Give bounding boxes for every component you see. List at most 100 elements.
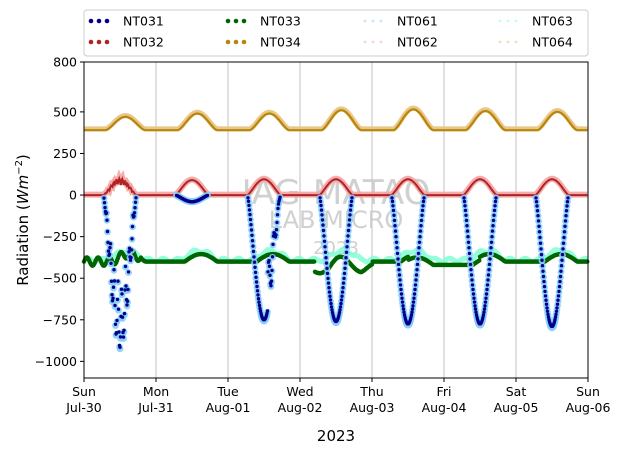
data-point: [123, 288, 127, 292]
x-tick-label-day: Sun: [72, 384, 96, 399]
y-axis-label: Radiation (Wm−2): [14, 154, 32, 286]
legend-item-nt031: NT031: [88, 14, 164, 29]
data-point: [490, 235, 494, 239]
data-point: [253, 265, 257, 269]
x-tick-label-date: Aug-05: [494, 400, 539, 415]
data-point: [565, 200, 570, 204]
data-point: [344, 256, 348, 260]
data-point: [108, 242, 113, 246]
series-line-nt032: [84, 175, 588, 197]
data-point: [105, 229, 110, 234]
legend-marker: [225, 39, 231, 45]
data-point: [399, 292, 404, 296]
data-point: [340, 294, 344, 298]
data-point: [401, 304, 405, 308]
data-point: [125, 303, 129, 307]
legend-marker: [363, 40, 367, 44]
data-point: [276, 202, 281, 206]
x-tick-label-date: Aug-04: [422, 400, 467, 415]
data-point: [397, 268, 401, 272]
data-point: [275, 220, 279, 225]
data-point: [562, 230, 567, 234]
data-point: [321, 223, 325, 227]
y-tick-label: −750: [43, 312, 77, 327]
data-point: [348, 208, 353, 212]
data-point: [560, 252, 565, 257]
legend-item-nt061: NT061: [363, 14, 438, 29]
data-point: [112, 268, 116, 272]
data-point: [414, 273, 419, 277]
data-point: [469, 273, 474, 277]
y-tick-label: 500: [53, 104, 77, 119]
legend-marker: [225, 18, 231, 24]
legend-item-nt064: NT064: [498, 35, 573, 50]
data-point: [129, 248, 134, 252]
data-point: [546, 312, 550, 317]
data-point: [123, 264, 128, 269]
legend-marker: [96, 18, 102, 24]
data-point: [132, 211, 137, 215]
data-point: [278, 195, 282, 199]
data-point: [561, 247, 565, 251]
data-point: [248, 217, 253, 222]
data-point: [539, 252, 544, 257]
x-tick-label-day: Sun: [576, 384, 600, 399]
data-point: [124, 284, 128, 288]
data-point: [493, 199, 498, 204]
data-point: [560, 258, 564, 262]
legend-marker: [104, 18, 110, 24]
y-axis-label-unit: Wm: [14, 175, 32, 204]
data-point: [484, 292, 489, 296]
data-point: [563, 224, 567, 228]
data-point: [544, 302, 549, 306]
data-point: [541, 274, 546, 279]
data-point: [566, 196, 570, 200]
data-point: [535, 209, 540, 213]
data-point: [256, 293, 260, 297]
data-point: [120, 292, 124, 296]
data-point: [346, 234, 350, 238]
legend-item-nt033: NT033: [225, 14, 301, 29]
data-point: [537, 224, 541, 228]
data-point: [122, 311, 127, 316]
data-point: [471, 292, 476, 296]
data-point: [327, 290, 332, 294]
legend-marker: [514, 19, 518, 23]
data-point: [339, 301, 343, 306]
data-point: [543, 289, 547, 294]
data-point: [345, 245, 349, 249]
data-point: [251, 249, 256, 254]
data-point: [564, 214, 568, 218]
data-point: [398, 278, 402, 282]
y-tick-label: 800: [53, 55, 77, 70]
data-point: [536, 219, 541, 223]
data-point: [473, 304, 477, 308]
data-point: [536, 214, 540, 218]
data-point: [400, 296, 404, 300]
data-point: [422, 196, 426, 200]
data-point: [329, 305, 334, 309]
data-point: [322, 239, 327, 243]
data-point: [274, 233, 278, 237]
data-point: [267, 264, 272, 268]
data-point: [130, 237, 134, 241]
x-tick-label-date: Jul-30: [65, 400, 102, 415]
data-point: [494, 196, 498, 200]
legend-marker: [371, 40, 375, 44]
y-tick-label: 0: [69, 188, 77, 203]
data-point: [417, 240, 422, 244]
x-tick-label-date: Aug-02: [278, 400, 323, 415]
data-point: [347, 218, 352, 222]
data-point: [399, 287, 403, 292]
data-point: [413, 283, 418, 287]
data-point: [585, 259, 590, 264]
y-axis-label-main: Radiation (: [14, 204, 32, 286]
data-point: [541, 269, 545, 273]
data-point: [325, 266, 329, 270]
legend-marker: [104, 39, 110, 45]
data-point: [328, 298, 333, 302]
data-point: [470, 278, 474, 282]
data-point: [268, 273, 272, 277]
data-point: [415, 268, 419, 272]
